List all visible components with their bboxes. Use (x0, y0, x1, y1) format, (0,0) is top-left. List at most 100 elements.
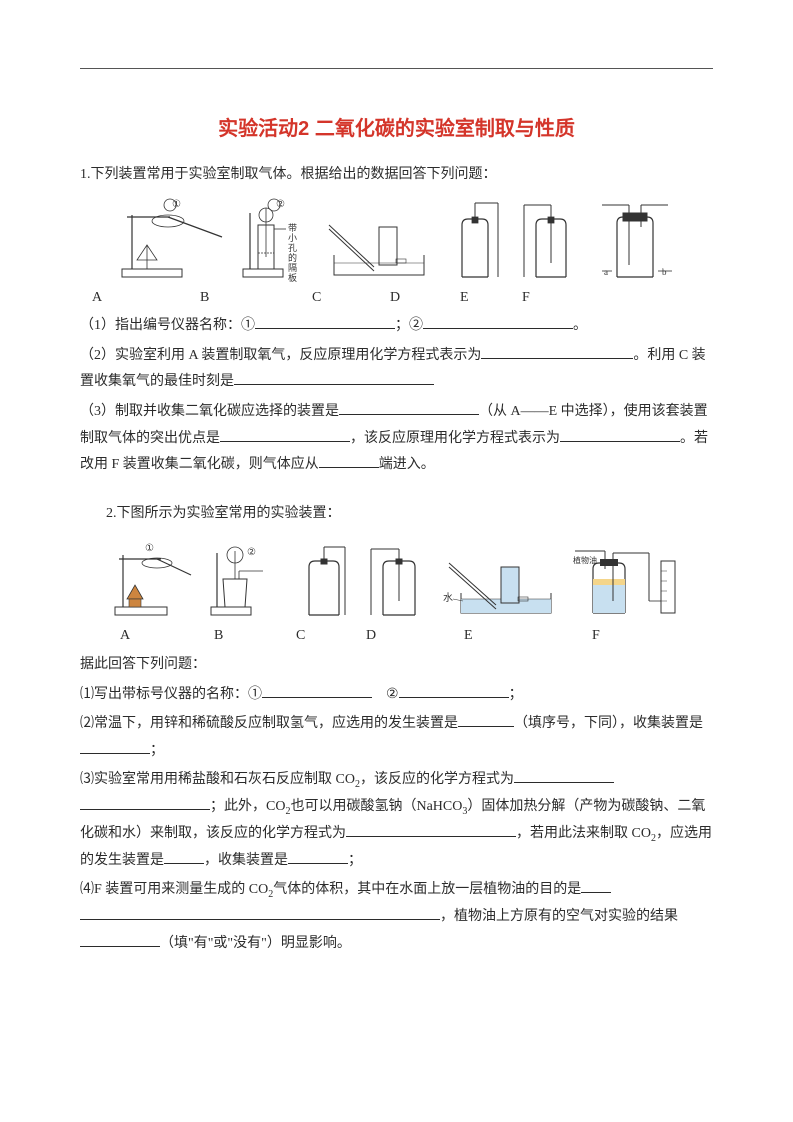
q1-diag-e (516, 195, 586, 283)
q2-stem: 2.下图所示为实验室常用的实验装置： (80, 501, 713, 528)
q2-diag-b: ② (203, 533, 283, 621)
q1-label-b: B (114, 285, 242, 312)
q1-label-row: A B C D E F (80, 285, 713, 312)
q1-p1-b: ；② (395, 318, 423, 333)
svg-text:①: ① (145, 543, 154, 554)
q1-label-c: C (242, 285, 362, 312)
q2-s4-a: ⑷F 装置可用来测量生成的 CO (80, 882, 268, 897)
blank[interactable] (262, 682, 372, 697)
blank[interactable] (220, 426, 350, 441)
q1-diagrams: ① ② 带小孔的隔板 (80, 195, 713, 283)
q1-label-e: E (432, 285, 498, 312)
blank[interactable] (255, 314, 395, 329)
q1-diag-b: ② 带小孔的隔板 (238, 195, 318, 283)
blank[interactable] (164, 848, 204, 863)
q2-label-b: B (190, 623, 272, 650)
side-text: 带小孔的隔板 (288, 223, 297, 283)
svg-text:②: ② (247, 547, 256, 558)
blank[interactable] (514, 768, 614, 783)
q2-label-f: F (534, 623, 614, 650)
q1-p3-e: 端进入。 (379, 457, 435, 472)
q1-p3-c: ，该反应原理用化学方程式表示为 (350, 431, 560, 446)
q2-intro: 据此回答下列问题： (80, 652, 713, 679)
blank[interactable] (581, 878, 611, 893)
q1-stem: 1.下列装置常用于实验室制取气体。根据给出的数据回答下列问题： (80, 162, 713, 189)
blank[interactable] (80, 738, 150, 753)
apparatus-b-icon: ② 带小孔的隔板 (238, 195, 318, 283)
q2-s3-b2: 也可以用碳酸氢钠（NaHCO (290, 799, 462, 814)
apparatus-c-icon (324, 195, 434, 283)
q2-s4-b: ，植物油上方原有的空气对实验的结果 (440, 909, 678, 924)
q2-s3-a: ⑶实验室常用用稀盐酸和石灰石反应制取 CO (80, 772, 355, 787)
apparatus-f2-icon: 植物油 (567, 541, 687, 621)
q1-diag-c (324, 195, 434, 283)
q1-p1-c: 。 (573, 318, 587, 333)
svg-text:水: 水 (443, 592, 453, 604)
q2-label-d: D (344, 623, 416, 650)
svg-text:植物油: 植物油 (573, 555, 597, 565)
q2-label-row: A B C D E F (80, 623, 713, 650)
q2-s3: ⑶实验室常用用稀盐酸和石灰石反应制取 CO2，该反应的化学方程式为 ；此外，CO… (80, 767, 713, 874)
blank[interactable] (80, 795, 210, 810)
blank[interactable] (234, 370, 434, 385)
q2-s2-a: ⑵常温下，用锌和稀硫酸反应制取氢气，应选用的发生装置是 (80, 716, 458, 731)
q1-diag-a: ① (112, 195, 232, 283)
title-prefix: 实验活动2 (218, 118, 309, 140)
q1-p3-a: （3）制取并收集二氧化碳应选择的装置是 (80, 404, 339, 419)
blank[interactable] (560, 426, 680, 441)
apparatus-a2-icon: ① (107, 541, 197, 621)
q2-diagrams: ① ② (80, 533, 713, 621)
q1-label-f: F (498, 285, 558, 312)
q2-s4-a2: 气体的体积，其中在水面上放一层植物油的目的是 (273, 882, 581, 897)
blank[interactable] (458, 712, 514, 727)
q2-label-a: A (98, 623, 190, 650)
circle2-label: ② (276, 199, 285, 210)
q1-diag-f: a b (592, 195, 682, 283)
q2-diag-e: 水 (441, 533, 561, 621)
q2-diag-c (289, 533, 359, 621)
blank[interactable] (423, 314, 573, 329)
q2-label-e: E (416, 623, 534, 650)
label-a: a (604, 267, 608, 277)
q2-s3-e: ； (348, 853, 362, 868)
apparatus-d2-icon (365, 541, 435, 621)
blank[interactable] (80, 931, 160, 946)
q2-block: 2.下图所示为实验室常用的实验装置： ① (80, 501, 713, 958)
circle1-label: ① (172, 199, 181, 210)
q2-s2-b: （填序号，下同），收集装置是 (514, 716, 703, 731)
q2-s3-a2: ，该反应的化学方程式为 (360, 772, 514, 787)
header-rule (80, 68, 713, 69)
q2-diag-a: ① (107, 533, 197, 621)
q1-diag-d (440, 195, 510, 283)
q2-s4: ⑷F 装置可用来测量生成的 CO2气体的体积，其中在水面上放一层植物油的目的是 … (80, 877, 713, 957)
q2-s1-a: ⑴写出带标号仪器的名称：① (80, 687, 262, 702)
q2-s3-d: ，收集装置是 (204, 853, 288, 868)
q2-diag-f: 植物油 (567, 533, 687, 621)
blank[interactable] (288, 848, 348, 863)
q1-p1: （1）指出编号仪器名称：① ；② 。 (80, 313, 713, 340)
q2-s1: ⑴写出带标号仪器的名称：① ②； (80, 682, 713, 709)
page-title: 实验活动2 二氧化碳的实验室制取与性质 (80, 110, 713, 148)
apparatus-f-icon: a b (592, 195, 682, 283)
apparatus-e-icon (516, 195, 586, 283)
apparatus-d-icon (440, 195, 510, 283)
q2-s3-b: ；此外，CO (210, 799, 285, 814)
q2-s4-c: （填"有"或"没有"）明显影响。 (160, 936, 351, 951)
title-rest: 二氧化碳的实验室制取与性质 (309, 118, 575, 140)
blank[interactable] (339, 400, 479, 415)
q1-label-a: A (80, 285, 114, 312)
apparatus-c2-icon (289, 541, 359, 621)
blank[interactable] (319, 453, 379, 468)
apparatus-a-icon: ① (112, 195, 232, 283)
apparatus-b2-icon: ② (203, 541, 283, 621)
q2-label-c: C (272, 623, 344, 650)
q1-p3: （3）制取并收集二氧化碳应选择的装置是（从 A——E 中选择），使用该套装置制取… (80, 399, 713, 479)
q1-p1-a: （1）指出编号仪器名称：① (80, 318, 255, 333)
q2-s1-b: ② (386, 687, 399, 702)
blank[interactable] (80, 905, 440, 920)
q2-s2-c: ； (150, 743, 164, 758)
q1-label-d: D (362, 285, 432, 312)
blank[interactable] (399, 682, 509, 697)
blank[interactable] (481, 343, 633, 358)
blank[interactable] (346, 822, 516, 837)
